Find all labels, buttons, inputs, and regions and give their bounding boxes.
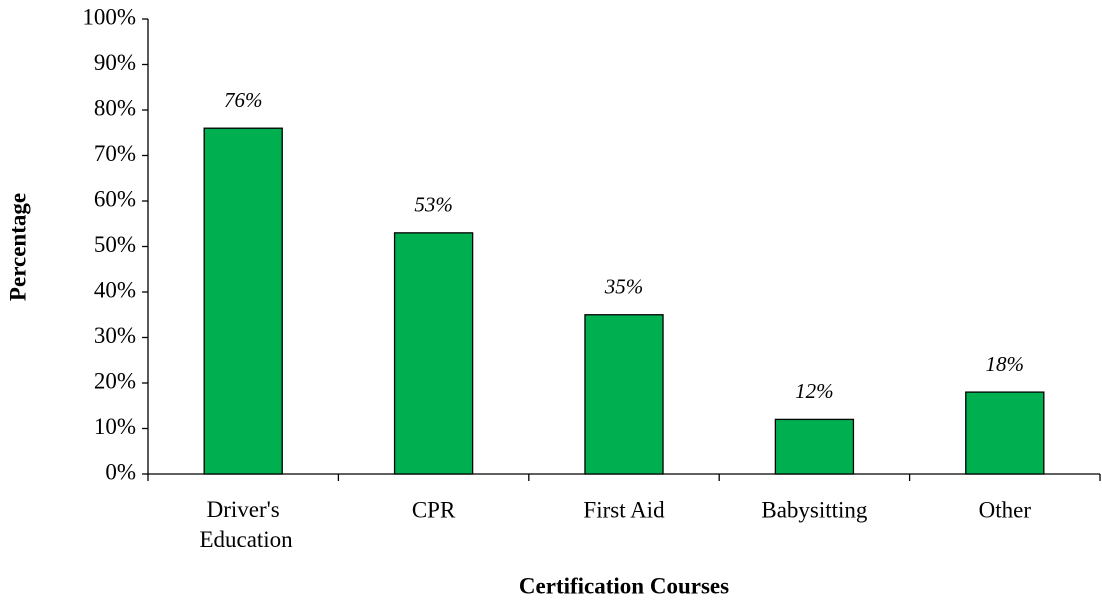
- bar: [584, 314, 664, 475]
- y-tick-label: 100%: [82, 4, 136, 29]
- x-axis-title: Certification Courses: [519, 573, 729, 598]
- data-label: 53%: [414, 193, 453, 217]
- y-tick-label: 80%: [94, 95, 136, 120]
- y-tick-label: 90%: [94, 50, 136, 75]
- bar: [965, 391, 1045, 475]
- x-tick-label: Babysitting: [761, 497, 868, 522]
- y-tick-label: 10%: [94, 414, 136, 439]
- x-tick-label: Other: [979, 497, 1032, 522]
- x-tick-label: First Aid: [583, 497, 665, 522]
- y-tick-label: 50%: [94, 232, 136, 257]
- y-tick-label: 70%: [94, 141, 136, 166]
- y-tick-label: 30%: [94, 323, 136, 348]
- data-label: 76%: [224, 88, 263, 112]
- data-label: 18%: [986, 352, 1025, 376]
- y-tick-label: 0%: [105, 459, 136, 484]
- data-label: 12%: [795, 379, 834, 403]
- data-label: 35%: [604, 275, 644, 299]
- bar: [774, 418, 855, 475]
- x-tick-label: Driver's Education: [194, 497, 293, 552]
- y-axis-title: Percentage: [5, 193, 30, 301]
- y-tick-label: 40%: [94, 277, 136, 302]
- bar: [203, 127, 283, 475]
- y-tick-label: 60%: [94, 186, 136, 211]
- y-tick-label: 20%: [94, 368, 136, 393]
- x-tick-label: CPR: [412, 497, 456, 522]
- bar: [393, 232, 474, 475]
